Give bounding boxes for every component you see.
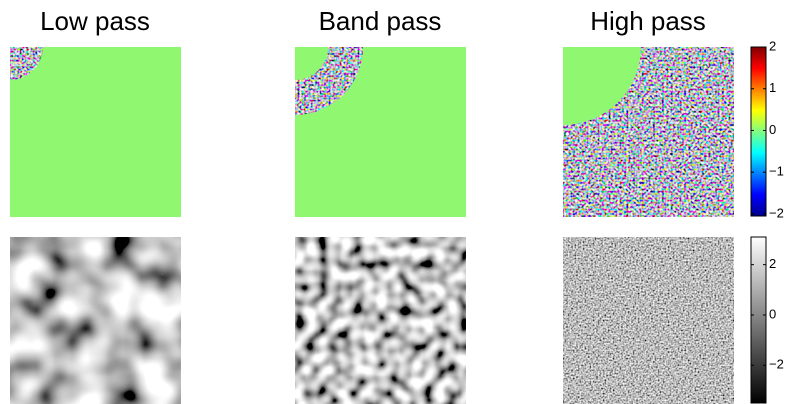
noise-images (10, 237, 734, 404)
figure: Low pass Band pass High pass 2 1 0 −1 −2 2 0 −2 (0, 0, 789, 404)
panel-title: High pass (590, 6, 706, 36)
tick-label: 2 (769, 38, 776, 53)
tick-label: −2 (769, 357, 784, 372)
panel-title: Low pass (40, 6, 150, 36)
tick-label: 2 (769, 256, 776, 271)
tick-label: 0 (769, 306, 776, 321)
colorbar (751, 47, 766, 216)
colorbar (751, 237, 766, 403)
panel-title: Band pass (319, 6, 442, 36)
spectrum-images (10, 47, 734, 217)
tick-label: 0 (769, 122, 776, 137)
tick-label: 1 (769, 80, 776, 95)
tick-label: −1 (769, 164, 784, 179)
tick-label: −2 (769, 205, 784, 220)
